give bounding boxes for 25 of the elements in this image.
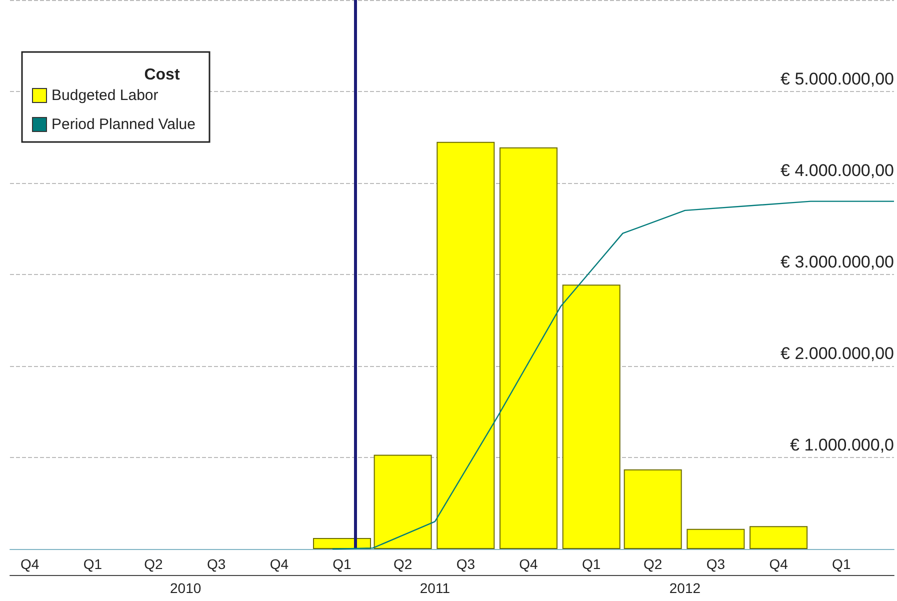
legend-title: Cost [144,66,180,84]
x-tick-label: Q3 [456,556,476,572]
y-tick-label: € 4.000.000,00 [780,161,894,180]
x-tick-label: Q1 [582,556,601,572]
x-tick-label: Q2 [644,556,662,572]
x2-tick-label: 2012 [669,580,701,596]
x-tick-label: Q2 [393,556,412,572]
x-tick-label: Q1 [332,556,352,572]
x-tick-label: Q1 [832,556,851,572]
x2-tick-label: 2011 [420,580,450,596]
x-tick-label: Q4 [519,556,538,572]
x-tick-label: Q2 [144,556,164,572]
y-tick-label: € 5.000.000,00 [780,70,894,88]
x2-tick-label: 2010 [170,580,202,596]
legend-label: Period Planned Value [52,116,196,133]
x-tick-label: Q4 [769,556,788,572]
y-tick-label: € 3.000.000,00 [780,252,894,272]
legend-label: Budgeted Labor [52,87,158,104]
x-tick-label: Q1 [83,556,102,572]
x-tick-label: Q3 [206,556,226,572]
x-tick-label: Q4 [20,556,40,572]
x-tick-label: Q3 [706,556,726,572]
x-tick-label: Q4 [270,556,289,572]
y-tick-label: € 2.000.000,00 [780,344,894,363]
y-tick-label: € 1.000.000,0 [790,436,894,454]
